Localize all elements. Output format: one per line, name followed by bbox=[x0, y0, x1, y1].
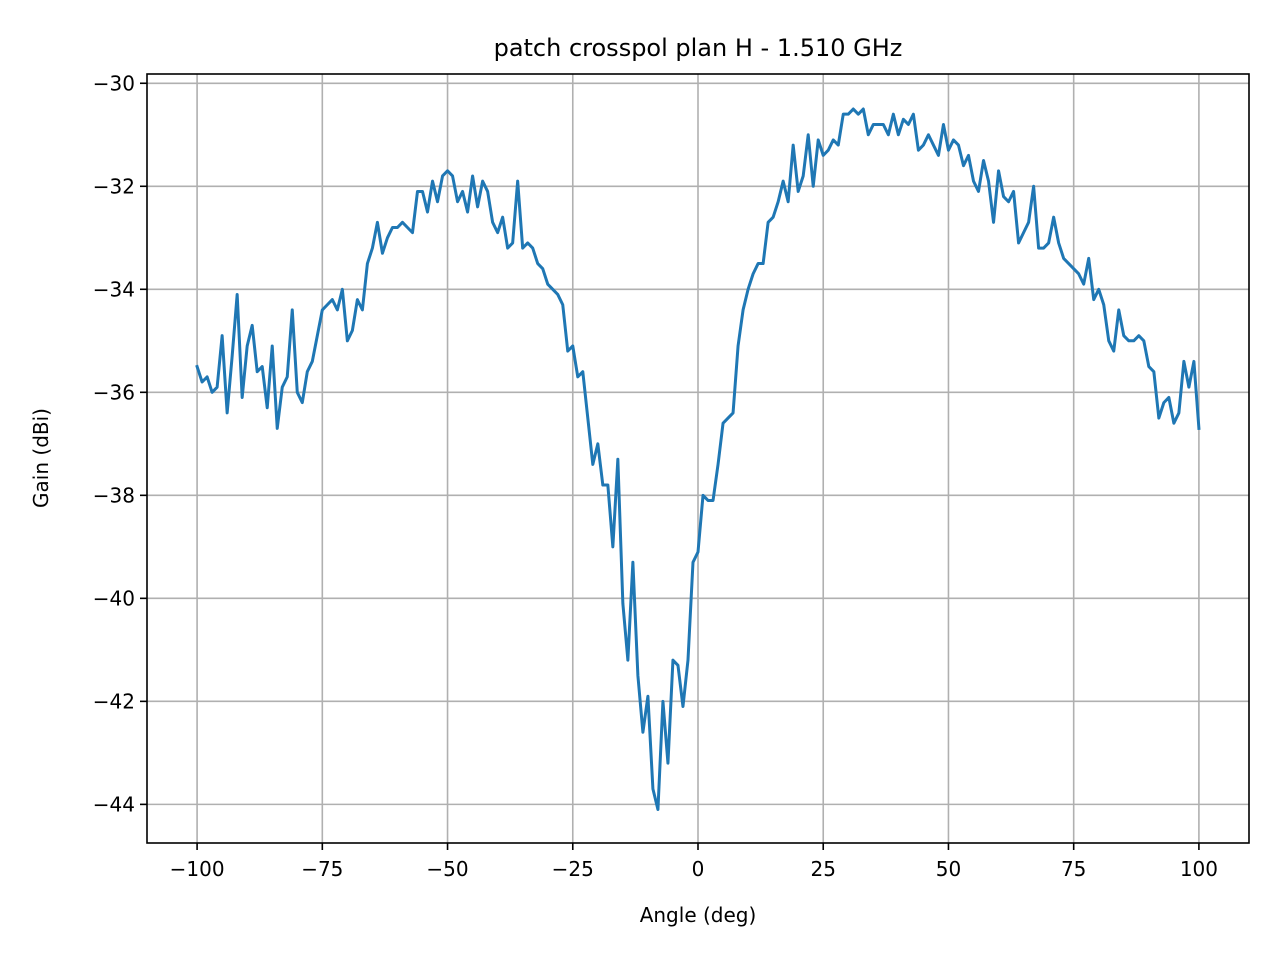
y-tick-label: −32 bbox=[93, 174, 135, 198]
y-tick-label: −44 bbox=[93, 792, 135, 816]
x-tick-label: 50 bbox=[936, 857, 961, 881]
y-tick-label: −38 bbox=[93, 483, 135, 507]
y-axis-label: Gain (dBi) bbox=[29, 408, 53, 508]
x-tick-label: −100 bbox=[170, 857, 225, 881]
series-line bbox=[195, 107, 1201, 812]
x-tick-label: −50 bbox=[426, 857, 468, 881]
x-tick-label: 25 bbox=[811, 857, 836, 881]
y-tick-label: −30 bbox=[93, 71, 135, 95]
x-tick-label: −25 bbox=[552, 857, 594, 881]
x-axis-ticks: −100 −75 −50 −25 0 25 50 75 100 bbox=[170, 843, 1218, 881]
y-tick-label: −42 bbox=[93, 689, 135, 713]
x-tick-label: 100 bbox=[1180, 857, 1218, 881]
x-tick-label: −75 bbox=[301, 857, 343, 881]
x-tick-label: 75 bbox=[1061, 857, 1086, 881]
y-axis-ticks: −44 −42 −40 −38 −36 −34 −32 −30 bbox=[93, 71, 147, 816]
y-tick-label: −34 bbox=[93, 277, 135, 301]
grid-lines bbox=[147, 74, 1249, 843]
chart-title: patch crosspol plan H - 1.510 GHz bbox=[494, 34, 903, 62]
y-tick-label: −40 bbox=[93, 586, 135, 610]
x-axis-label: Angle (deg) bbox=[640, 903, 757, 927]
data-series bbox=[195, 107, 1201, 812]
x-tick-label: 0 bbox=[692, 857, 705, 881]
y-tick-label: −36 bbox=[93, 380, 135, 404]
